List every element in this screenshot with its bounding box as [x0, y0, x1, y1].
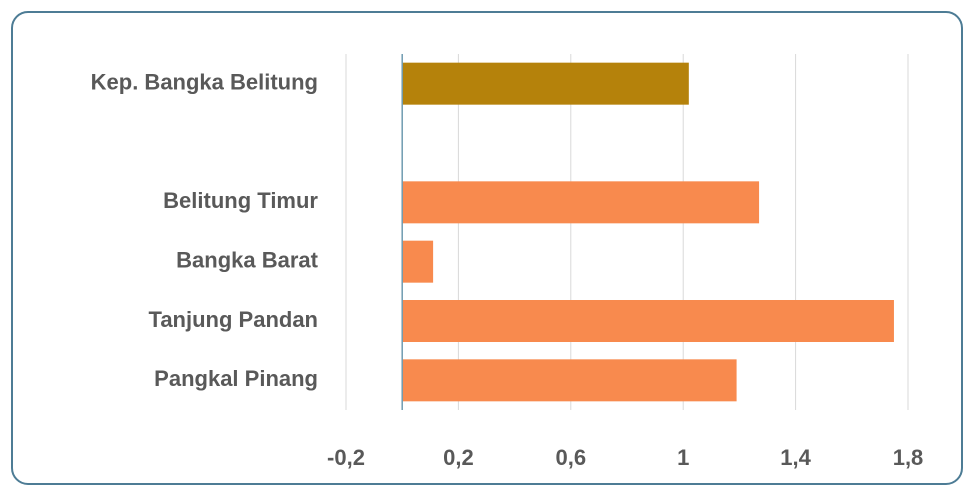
bar	[402, 300, 894, 342]
y-tick-label: Belitung Timur	[163, 188, 318, 213]
y-tick-label: Pangkal Pinang	[154, 366, 318, 391]
x-tick-label: 1,4	[780, 445, 811, 470]
y-tick-label: Bangka Barat	[176, 247, 319, 272]
x-tick-label: -0,2	[327, 445, 365, 470]
y-tick-label: Tanjung Pandan	[149, 307, 318, 332]
bar	[402, 62, 689, 105]
bar	[402, 181, 760, 224]
x-tick-label: 0,2	[443, 445, 474, 470]
bar	[402, 240, 434, 283]
bar	[402, 359, 737, 402]
x-tick-label: 1,8	[893, 445, 924, 470]
x-tick-label: 0,6	[556, 445, 587, 470]
x-tick-label: 1	[677, 445, 689, 470]
y-tick-label: Kep. Bangka Belitung	[91, 69, 318, 94]
